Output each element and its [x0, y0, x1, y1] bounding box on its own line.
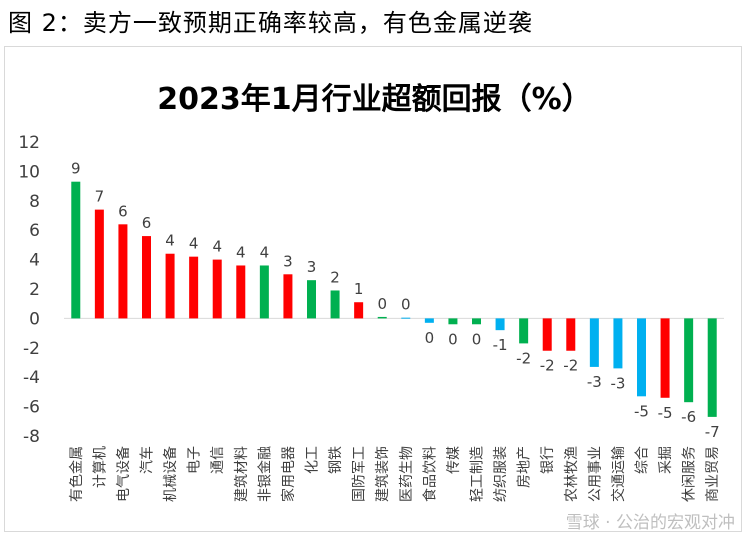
x-tick-label: 纺织服装 [493, 446, 509, 502]
x-tick-label: 电子 [187, 446, 203, 474]
x-tick-label: 机械设备 [162, 446, 179, 502]
figure-caption: 图 2：卖方一致预期正确率较高，有色金属逆袭 [8, 9, 533, 37]
x-tick-label: 综合 [635, 446, 651, 474]
data-label: 4 [260, 243, 270, 261]
x-tick-label: 电气设备 [115, 446, 132, 502]
x-tick-label: 有色金属 [68, 446, 85, 502]
data-label: -7 [705, 423, 720, 441]
x-tick-label: 国防军工 [352, 446, 368, 502]
bar [307, 280, 316, 319]
x-tick-label: 商业贸易 [705, 446, 721, 502]
bar [589, 318, 599, 367]
data-label: -6 [681, 408, 696, 426]
x-tick-label: 家用电器 [280, 446, 297, 502]
y-tick-label: 6 [29, 221, 40, 241]
bar [377, 316, 387, 319]
bar [354, 302, 364, 319]
data-label: -1 [493, 336, 508, 354]
y-tick-label: 4 [29, 251, 40, 271]
data-label: 2 [330, 268, 340, 286]
x-tick-label: 公用事业 [587, 446, 603, 502]
bar [519, 318, 529, 344]
x-tick-label: 建筑装饰 [375, 446, 391, 502]
bar [283, 274, 293, 319]
data-label: 4 [236, 243, 246, 261]
x-tick-label: 传媒 [446, 446, 462, 474]
x-tick-label: 休闲服务 [682, 446, 698, 502]
data-label: -5 [658, 404, 673, 422]
x-tick-label: 交通运输 [610, 446, 627, 502]
data-label: 4 [189, 235, 199, 253]
data-label: 3 [283, 252, 293, 270]
bar [472, 318, 481, 325]
x-tick-label: 食品饮料 [421, 446, 438, 502]
data-label: 6 [142, 214, 152, 232]
data-label: 9 [71, 160, 81, 178]
data-label: 6 [118, 202, 128, 220]
x-tick-label: 通信 [210, 446, 226, 474]
bar [259, 265, 269, 319]
x-tick-label: 建筑材料 [234, 446, 250, 502]
bar [660, 318, 670, 398]
bar [142, 236, 151, 319]
y-tick-label: 12 [18, 133, 40, 153]
bar [401, 317, 411, 319]
data-label: 0 [448, 330, 458, 348]
data-label: -3 [587, 373, 602, 391]
bar [71, 181, 81, 319]
bar [707, 318, 717, 417]
bar [118, 224, 128, 319]
bar [637, 318, 646, 397]
data-label: 4 [212, 238, 222, 256]
bar [236, 265, 246, 319]
bar [165, 253, 175, 319]
x-tick-label: 农林牧渔 [564, 446, 580, 502]
data-label: -2 [516, 349, 531, 367]
bar [566, 318, 576, 351]
data-label: 0 [472, 330, 482, 348]
x-tick-label: 银行 [540, 446, 556, 474]
data-label: 7 [95, 188, 105, 206]
data-label: 1 [354, 280, 364, 298]
bar [495, 318, 505, 331]
bar [448, 318, 458, 325]
x-tick-label: 非银金融 [257, 446, 273, 502]
bar [542, 318, 552, 351]
bar [212, 259, 222, 319]
data-label: -2 [563, 357, 578, 375]
data-label: 0 [401, 296, 411, 314]
y-tick-label: 8 [29, 192, 40, 212]
bar [330, 290, 340, 319]
x-tick-label: 医药生物 [399, 446, 415, 502]
bar [613, 318, 623, 369]
bar [94, 209, 104, 319]
bar [684, 318, 694, 403]
y-tick-label: -2 [23, 339, 40, 359]
y-tick-label: 2 [29, 280, 40, 300]
y-tick-label: -6 [23, 398, 40, 418]
data-label: -3 [610, 374, 625, 392]
data-label: 0 [425, 329, 435, 347]
watermark: 雪球 · 公治的宏观对冲 [565, 513, 735, 533]
data-label: -5 [634, 402, 649, 420]
bar [189, 256, 199, 319]
data-label: 4 [165, 232, 175, 250]
y-tick-label: 10 [18, 162, 40, 182]
data-label: 3 [307, 258, 317, 276]
x-tick-label: 轻工制造 [470, 446, 486, 502]
data-label: 0 [377, 295, 387, 313]
y-tick-label: -4 [23, 368, 40, 388]
x-tick-label: 房地产 [517, 446, 533, 488]
bar [424, 318, 434, 323]
x-tick-label: 钢铁 [328, 446, 344, 474]
y-tick-label: -8 [23, 427, 40, 447]
x-tick-label: 采掘 [658, 446, 674, 474]
chart-title: 2023年1月行业超额回报（%） [157, 82, 592, 117]
x-tick-label: 汽车 [139, 446, 156, 474]
y-tick-label: 0 [29, 309, 40, 329]
data-label: -2 [540, 357, 555, 375]
x-tick-label: 计算机 [92, 446, 108, 488]
x-tick-label: 化工 [305, 446, 321, 474]
